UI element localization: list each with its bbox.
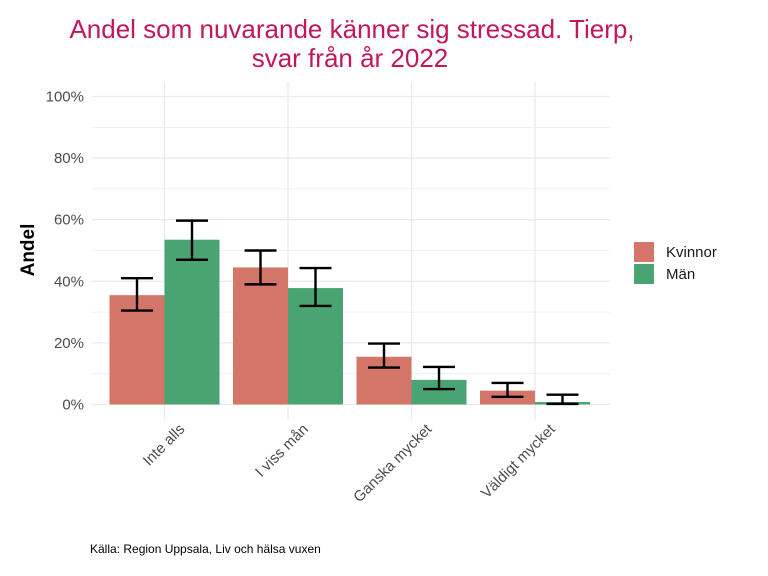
y-axis-ticks: 0% 20% 40% 60% 80% 100% bbox=[46, 89, 84, 414]
legend: Kvinnor Män bbox=[634, 242, 717, 284]
chart-title-line-2: svar från år 2022 bbox=[252, 43, 449, 73]
error-bar bbox=[368, 342, 400, 369]
bars bbox=[109, 239, 590, 405]
error-bars bbox=[121, 219, 579, 406]
y-tick-label: 100% bbox=[46, 89, 84, 106]
y-tick-label: 40% bbox=[54, 273, 84, 290]
y-tick-label: 0% bbox=[62, 397, 84, 414]
y-axis-label: Andel bbox=[18, 224, 39, 277]
bar-kvinnor bbox=[109, 295, 165, 405]
bar-män bbox=[164, 239, 220, 405]
y-tick-label: 80% bbox=[54, 150, 84, 167]
error-bar bbox=[176, 219, 208, 261]
y-tick-label: 20% bbox=[54, 335, 84, 352]
chart-title-line-1: Andel som nuvarande känner sig stressad.… bbox=[69, 14, 634, 44]
x-tick-label: I viss mån bbox=[252, 421, 312, 481]
bar-kvinnor bbox=[233, 267, 288, 405]
x-tick-label: Ganska mycket bbox=[350, 420, 436, 506]
chart-caption: Källa: Region Uppsala, Liv och hälsa vux… bbox=[90, 542, 321, 556]
x-tick-label: Inte alls bbox=[140, 421, 189, 470]
error-bar bbox=[244, 249, 277, 286]
x-tick-label: Väldigt mycket bbox=[478, 420, 560, 502]
error-bar bbox=[546, 393, 579, 406]
error-bar bbox=[491, 381, 524, 398]
legend-label: Kvinnor bbox=[666, 244, 717, 261]
bar-män bbox=[288, 288, 343, 405]
error-bar bbox=[299, 266, 332, 308]
legend-label: Män bbox=[666, 266, 695, 283]
x-axis-ticks: Inte alls I viss mån Ganska mycket Väldigt … bbox=[140, 420, 560, 506]
error-bar bbox=[121, 277, 153, 312]
y-tick-label: 60% bbox=[54, 212, 84, 229]
legend-swatch-kvinnor bbox=[634, 242, 654, 262]
error-bar bbox=[423, 365, 455, 391]
legend-swatch-män bbox=[634, 264, 654, 284]
